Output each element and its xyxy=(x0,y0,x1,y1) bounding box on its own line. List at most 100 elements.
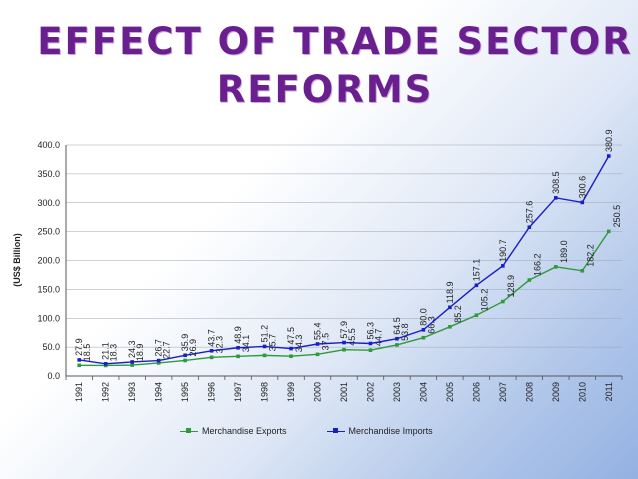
data-label: 35.7 xyxy=(268,334,278,352)
data-label: 27.9 xyxy=(74,338,84,356)
data-label: 18.9 xyxy=(135,344,145,362)
data-point xyxy=(448,324,452,329)
data-point xyxy=(474,283,479,288)
legend-swatch-exports xyxy=(180,428,198,433)
data-label: 57.9 xyxy=(339,321,349,339)
data-point xyxy=(315,342,320,346)
x-tick-label: 1991 xyxy=(74,382,84,402)
data-label: 32.3 xyxy=(215,336,225,354)
x-tick-label: 2011 xyxy=(604,382,614,401)
y-tick-label: 150.0 xyxy=(37,284,60,294)
data-label: 48.9 xyxy=(233,326,243,344)
y-tick-label: 250.0 xyxy=(37,227,60,237)
data-point xyxy=(130,360,134,364)
y-tick-label: 100.0 xyxy=(37,313,60,323)
y-tick-label: 400.0 xyxy=(37,140,60,150)
x-tick-label: 1995 xyxy=(180,382,190,402)
y-tick-label: 50.0 xyxy=(42,342,60,352)
data-label: 43.7 xyxy=(207,329,217,347)
data-point xyxy=(289,346,293,351)
data-point xyxy=(262,353,267,358)
data-point xyxy=(395,343,399,347)
data-point xyxy=(130,363,134,367)
data-label: 56.3 xyxy=(365,322,375,340)
data-point xyxy=(236,345,240,350)
data-label: 55.4 xyxy=(313,322,323,340)
data-label: 45.5 xyxy=(347,328,357,346)
data-point xyxy=(183,358,187,363)
data-point xyxy=(368,348,373,352)
y-tick-label: 300.0 xyxy=(37,198,60,208)
data-label: 257.6 xyxy=(524,201,534,224)
data-label: 21.1 xyxy=(101,342,111,360)
data-point xyxy=(501,299,505,304)
data-label: 85.2 xyxy=(453,305,463,323)
data-label: 166.2 xyxy=(532,253,542,276)
data-label: 26.7 xyxy=(154,339,164,357)
data-point xyxy=(501,264,505,268)
data-point xyxy=(368,341,373,346)
x-tick-label: 2003 xyxy=(392,382,402,402)
x-tick-label: 2006 xyxy=(471,382,481,402)
data-point xyxy=(395,336,399,341)
data-label: 18.5 xyxy=(82,344,92,362)
data-point xyxy=(606,229,611,234)
data-label: 182.2 xyxy=(585,244,595,267)
x-tick-label: 2000 xyxy=(313,382,323,402)
x-tick-label: 2010 xyxy=(577,382,587,402)
data-label: 308.5 xyxy=(551,171,561,194)
slide-title-line2: REFORMS xyxy=(216,68,434,111)
data-point xyxy=(580,200,585,205)
x-tick-label: 2002 xyxy=(365,382,375,402)
x-tick-label: 1996 xyxy=(207,382,217,402)
data-point xyxy=(342,347,346,352)
data-point xyxy=(289,354,293,358)
data-point xyxy=(183,353,187,358)
data-point xyxy=(77,358,82,362)
x-tick-label: 2005 xyxy=(445,382,455,402)
data-label: 250.5 xyxy=(612,205,622,228)
data-point xyxy=(209,348,214,353)
data-label: 105.2 xyxy=(479,289,489,312)
data-point xyxy=(580,268,585,273)
data-point xyxy=(606,154,611,158)
data-point xyxy=(554,265,558,269)
data-label: 66.3 xyxy=(426,316,436,334)
x-tick-label: 2007 xyxy=(498,382,508,402)
data-label: 34.3 xyxy=(294,335,304,353)
data-label: 64.5 xyxy=(392,317,402,335)
data-label: 24.3 xyxy=(127,340,137,358)
data-point xyxy=(527,225,532,230)
x-tick-label: 2008 xyxy=(524,382,534,402)
data-label: 128.9 xyxy=(506,275,516,298)
data-label: 190.7 xyxy=(498,239,508,262)
chart-legend: Merchandise Exports Merchandise Imports xyxy=(180,426,433,436)
data-point xyxy=(209,355,214,360)
x-tick-label: 2001 xyxy=(339,382,349,402)
data-label: 26.9 xyxy=(188,339,198,357)
legend-item-exports: Merchandise Exports xyxy=(180,426,287,436)
data-label: 44.7 xyxy=(373,329,383,347)
data-point xyxy=(474,313,479,318)
data-label: 51.2 xyxy=(260,325,270,343)
x-tick-label: 1993 xyxy=(127,382,137,402)
data-label: 189.0 xyxy=(559,240,569,263)
data-point xyxy=(527,278,532,282)
data-point xyxy=(77,363,82,368)
y-axis-label: (US$ Billion) xyxy=(12,233,22,287)
y-tick-label: 350.0 xyxy=(37,169,60,179)
data-point xyxy=(236,354,240,359)
data-point xyxy=(156,361,161,365)
data-point xyxy=(554,196,558,200)
data-label: 300.6 xyxy=(577,176,587,199)
data-label: 47.5 xyxy=(286,327,296,345)
data-label: 37.5 xyxy=(321,333,331,351)
data-label: 157.1 xyxy=(471,259,481,282)
x-tick-label: 1994 xyxy=(154,382,164,402)
x-tick-label: 2004 xyxy=(418,382,428,402)
legend-item-imports: Merchandise Imports xyxy=(326,426,433,436)
data-label: 53.8 xyxy=(400,323,410,341)
y-tick-label: 200.0 xyxy=(37,256,60,266)
data-label: 118.9 xyxy=(445,281,455,303)
